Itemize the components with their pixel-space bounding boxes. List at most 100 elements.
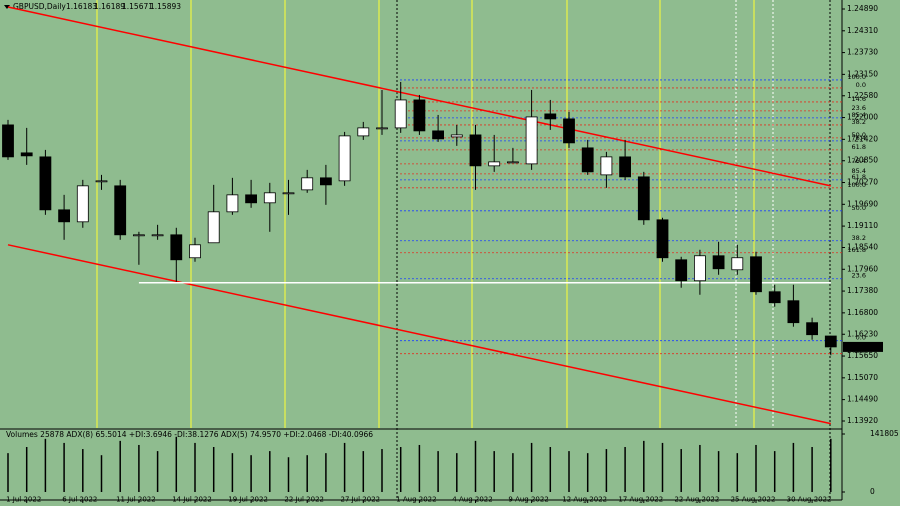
x-tick-label: 4 Aug 2022: [452, 496, 492, 504]
header-icon: [4, 5, 10, 9]
candle-body: [338, 135, 351, 182]
candle-body: [132, 234, 145, 237]
indicator-legend: Volumes 25878 ADX(8) 65.5014 +DI:3.6946 …: [6, 430, 373, 439]
x-tick-label: 19 Jul 2022: [228, 496, 268, 504]
candle-body: [263, 192, 276, 204]
x-tick-label: 22 Jul 2022: [284, 496, 324, 504]
candle-body: [432, 130, 445, 140]
fib-label: 50.0: [852, 131, 866, 139]
candle-body: [76, 185, 89, 223]
x-tick-label: 6 Jul 2022: [62, 496, 97, 504]
candle-body: [544, 113, 557, 120]
y-tick-label: 1.24890: [847, 4, 878, 13]
fib-label: 76.4: [852, 134, 866, 142]
y-tick-label: 1.20850: [847, 156, 878, 165]
candle-body: [712, 255, 725, 270]
fib-label: 61.8: [852, 173, 866, 181]
y-tick-label: 1.13920: [847, 416, 878, 425]
candle-body: [2, 124, 14, 158]
y-tick-label: 1.19110: [847, 221, 878, 230]
y-tick-label: 1.14490: [847, 395, 878, 404]
candle-body: [787, 300, 800, 324]
candle-body: [450, 134, 463, 138]
candle-body: [824, 335, 837, 348]
candle-body: [413, 99, 426, 132]
fib-label: 0.0: [856, 334, 866, 342]
candle-body: [619, 156, 631, 178]
x-tick-label: 11 Jul 2022: [116, 496, 156, 504]
candle-body: [39, 156, 52, 211]
candle-body: [506, 161, 519, 164]
x-tick-label: 1 Aug 2022: [396, 496, 436, 504]
y-tick-label: 1.18540: [847, 243, 878, 252]
candle-body: [207, 211, 220, 244]
candle-body: [563, 118, 575, 144]
candle-body: [357, 127, 370, 137]
y-tick-label: 1.24310: [847, 26, 878, 35]
candle-body: [189, 244, 201, 259]
y-tick-label: 1.22000: [847, 113, 878, 122]
x-tick-label: 27 Jul 2022: [340, 496, 380, 504]
y-tick-label: 1.23150: [847, 69, 878, 78]
fib-label: 76.4: [852, 157, 866, 165]
y-tick-label: 1.16230: [847, 329, 878, 338]
candle-body: [282, 192, 295, 195]
volume-tick-label: 0: [870, 487, 875, 496]
candle-body: [469, 134, 482, 167]
trend-line: [7, 244, 831, 425]
candle-body: [151, 234, 164, 237]
header-open: 1.16183: [66, 2, 97, 11]
x-tick-label: 22 Aug 2022: [674, 496, 719, 504]
candle-body: [114, 185, 127, 236]
fib-label: 38.2: [852, 118, 866, 126]
x-tick-label: 1 Jul 2022: [6, 496, 41, 504]
candle-body: [656, 219, 669, 259]
candle-body: [20, 152, 33, 157]
x-tick-label: 25 Aug 2022: [731, 496, 776, 504]
y-tick-label: 1.15650: [847, 351, 878, 360]
y-tick-label: 1.22580: [847, 91, 878, 100]
candle-body: [637, 176, 650, 221]
current-price-box: [843, 341, 883, 352]
candle-body: [319, 177, 332, 186]
x-tick-label: 17 Aug 2022: [618, 496, 663, 504]
y-tick-label: 1.23730: [847, 48, 878, 57]
candle-body: [58, 209, 70, 223]
candle-body: [750, 256, 762, 293]
fib-label: 38.2: [852, 234, 866, 242]
header-high: 1.16189: [94, 2, 125, 11]
candle-body: [488, 161, 501, 167]
y-tick-label: 1.19690: [847, 199, 878, 208]
candle-body: [768, 291, 781, 304]
candle-body: [226, 194, 239, 213]
y-tick-label: 1.15070: [847, 373, 878, 382]
candle-body: [95, 180, 108, 183]
y-tick-label: 1.21420: [847, 134, 878, 143]
x-tick-label: 12 Aug 2022: [562, 496, 607, 504]
candle-body: [581, 147, 594, 173]
fib-label: 100.0: [847, 181, 866, 189]
header-low: 1.15671: [122, 2, 153, 11]
fib-label: 161.8: [847, 246, 866, 254]
y-tick-label: 1.20270: [847, 178, 878, 187]
vertical-lines: [96, 0, 831, 500]
header-close: 1.15893: [150, 2, 181, 11]
fib-label: 50.0: [852, 204, 866, 212]
fib-label: 0.0: [856, 81, 866, 89]
x-tick-label: 14 Jul 2022: [172, 496, 212, 504]
candle-body: [301, 177, 314, 191]
current-price-label: 1.15893: [847, 342, 878, 351]
fib-label: 23.6: [852, 104, 866, 112]
candle-body: [394, 99, 407, 129]
candle-body: [525, 116, 538, 165]
volume-tick-label: 141805: [870, 429, 899, 438]
fib-label: 14.6: [852, 95, 866, 103]
x-tick-label: 30 Aug 2022: [787, 496, 832, 504]
candle-body: [675, 259, 688, 282]
candle-body: [376, 127, 388, 130]
x-tick-label: 9 Aug 2022: [508, 496, 548, 504]
symbol: GBPUSD,Daily: [13, 2, 66, 11]
candle-body: [245, 194, 258, 204]
candle-body: [731, 257, 744, 271]
